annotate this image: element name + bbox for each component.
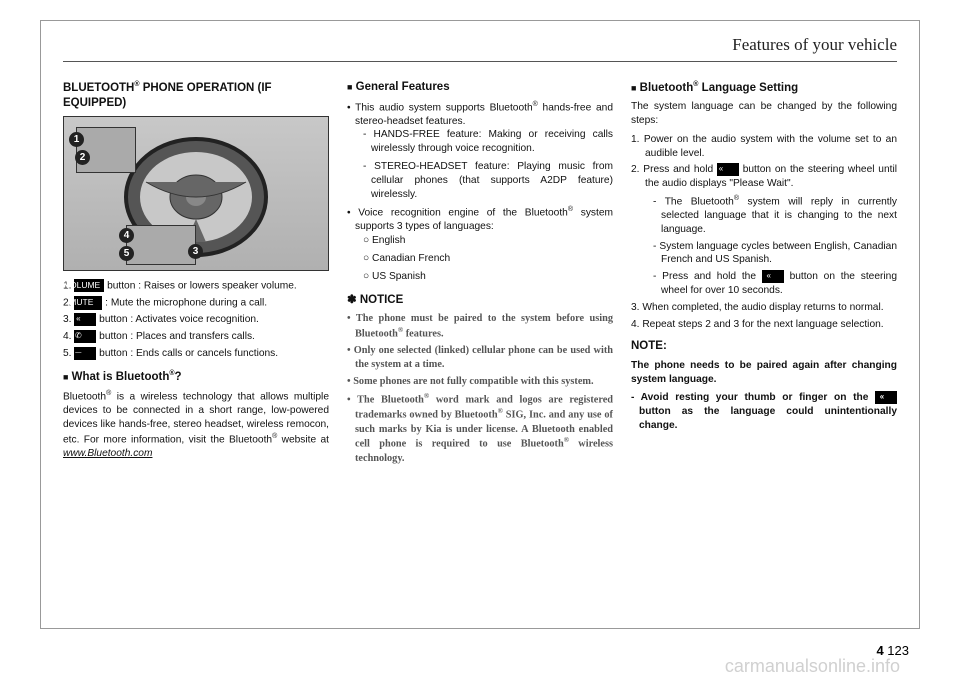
voice-icon: « bbox=[717, 163, 739, 176]
notice-list: • The phone must be paired to the system… bbox=[347, 312, 613, 466]
notice-item: • The phone must be paired to the system… bbox=[347, 312, 613, 341]
bluetooth-link: www.Bluetooth.com bbox=[63, 448, 152, 459]
notice-heading: ✽ NOTICE bbox=[347, 293, 613, 309]
column-1: BLUETOOTH® PHONE OPERATION (IF EQUIPPED)… bbox=[63, 80, 329, 469]
notice-item: • Some phones are not fully compatible w… bbox=[347, 375, 613, 389]
callout-4: 4 bbox=[119, 228, 134, 243]
language-setting-title: ■ Bluetooth® Language Setting bbox=[631, 80, 897, 96]
step-item: 4. Repeat steps 2 and 3 for the next lan… bbox=[631, 318, 897, 332]
callout-2: 2 bbox=[75, 150, 90, 165]
voice-icon: « bbox=[875, 391, 897, 404]
watermark: carmanualsonline.info bbox=[725, 656, 900, 677]
note-bullet-item: - Avoid resting your thumb or finger on … bbox=[631, 391, 897, 432]
voice-button-icon: « bbox=[74, 313, 96, 326]
steps-list: 1. Power on the audio system with the vo… bbox=[631, 133, 897, 332]
manual-page: Features of your vehicle BLUETOOTH® PHON… bbox=[40, 20, 920, 629]
step-item: 1. Power on the audio system with the vo… bbox=[631, 133, 897, 161]
notice-item: • The Bluetooth® word mark and logos are… bbox=[347, 392, 613, 466]
column-3: ■ Bluetooth® Language Setting The system… bbox=[631, 80, 897, 469]
callout-3: 3 bbox=[188, 244, 203, 259]
what-is-bluetooth-para: Bluetooth® is a wireless technology that… bbox=[63, 389, 329, 461]
sub-item: - STEREO-HEADSET feature: Playing music … bbox=[363, 160, 613, 201]
note-text: The phone needs to be paired again after… bbox=[631, 359, 897, 387]
list-item: 4. ✆ button : Places and transfers calls… bbox=[63, 330, 329, 344]
step-item: 2. Press and hold « button on the steeri… bbox=[631, 163, 897, 297]
sub-item: - System language cycles between English… bbox=[653, 240, 897, 268]
inset-bottom: 4 5 3 bbox=[126, 225, 196, 265]
list-item: 2. MUTE : Mute the microphone during a c… bbox=[63, 296, 329, 310]
sub-item: - Press and hold the « button on the ste… bbox=[653, 270, 897, 298]
lang-item: ○ US Spanish bbox=[363, 270, 613, 284]
lang-item: ○ English bbox=[363, 234, 613, 248]
list-item: 3. « button : Activates voice recognitio… bbox=[63, 313, 329, 327]
lang-item: ○ Canadian French bbox=[363, 252, 613, 266]
language-intro: The system language can be changed by th… bbox=[631, 100, 897, 128]
column-container: BLUETOOTH® PHONE OPERATION (IF EQUIPPED)… bbox=[63, 80, 897, 469]
volume-button-label: VOLUME bbox=[74, 279, 104, 292]
page-header: Features of your vehicle bbox=[63, 35, 897, 62]
voice-icon: « bbox=[762, 270, 784, 283]
button-list: 1. VOLUME button : Raises or lowers spea… bbox=[63, 279, 329, 361]
callout-1: 1 bbox=[69, 132, 84, 147]
steering-wheel-diagram: 1 2 4 5 3 bbox=[63, 116, 329, 271]
inset-left: 1 2 bbox=[76, 127, 136, 173]
what-is-bluetooth-title: ■ What is Bluetooth®? bbox=[63, 369, 329, 385]
column-2: ■ General Features • This audio system s… bbox=[347, 80, 613, 469]
notice-item: • Only one selected (linked) cellular ph… bbox=[347, 344, 613, 372]
note-heading: NOTE: bbox=[631, 339, 897, 355]
step-item: 3. When completed, the audio display ret… bbox=[631, 301, 897, 315]
bluetooth-operation-title: BLUETOOTH® PHONE OPERATION (IF EQUIPPED) bbox=[63, 80, 329, 112]
list-item: • This audio system supports Bluetooth® … bbox=[347, 100, 613, 202]
sub-item: - HANDS-FREE feature: Making or receivin… bbox=[363, 128, 613, 156]
callout-5: 5 bbox=[119, 246, 134, 261]
list-item: 5. ⏤ button : Ends calls or cancels func… bbox=[63, 347, 329, 361]
end-button-icon: ⏤ bbox=[74, 347, 96, 360]
mute-button-label: MUTE bbox=[74, 296, 102, 309]
call-button-icon: ✆ bbox=[74, 330, 96, 343]
list-item: • Voice recognition engine of the Blueto… bbox=[347, 205, 613, 283]
general-features-title: ■ General Features bbox=[347, 80, 613, 96]
note-bullet: - Avoid resting your thumb or finger on … bbox=[631, 391, 897, 432]
sub-item: - The Bluetooth® system will reply in cu… bbox=[653, 194, 897, 237]
list-item: 1. VOLUME button : Raises or lowers spea… bbox=[63, 279, 329, 293]
features-list: • This audio system supports Bluetooth® … bbox=[347, 100, 613, 284]
